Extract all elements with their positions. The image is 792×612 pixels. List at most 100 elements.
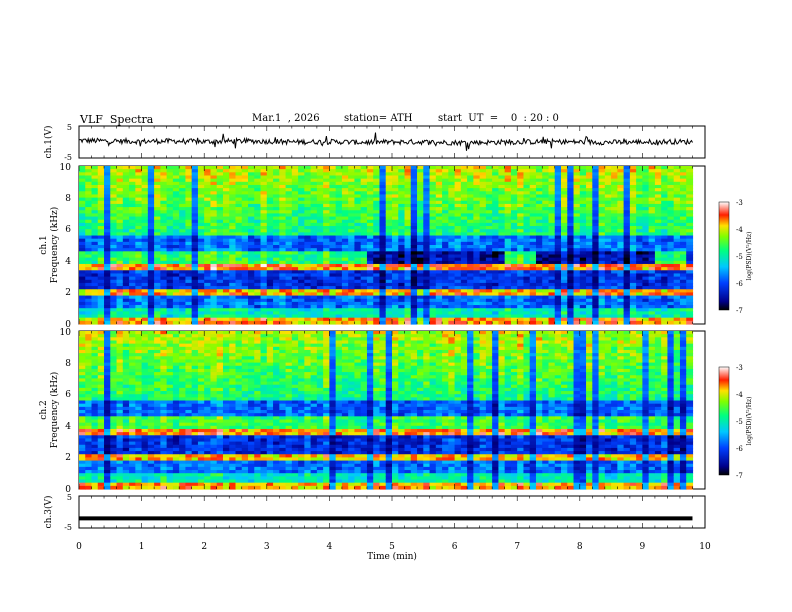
- spectrogram-cell: [285, 229, 293, 233]
- spectrogram-cell: [310, 238, 318, 243]
- spectrogram-cell: [398, 178, 406, 183]
- spectrogram-cell: [648, 235, 656, 240]
- spectrogram-cell: [104, 276, 111, 281]
- spectrogram-cell: [285, 178, 293, 183]
- spectrogram-cell: [473, 263, 481, 268]
- spectrogram-cell: [667, 172, 675, 177]
- spectrogram-cell: [116, 166, 124, 170]
- spectrogram-cell: [473, 289, 481, 293]
- spectrogram-cell: [222, 263, 230, 268]
- spectrogram-cell: [435, 194, 443, 199]
- spectrogram-cell: [586, 279, 593, 284]
- spectrogram-cell: [385, 301, 393, 306]
- spectrogram-cell: [210, 295, 218, 300]
- spectrogram-cell: [79, 235, 86, 240]
- spectrogram-cell: [248, 191, 255, 196]
- spectrogram-cell: [79, 375, 86, 379]
- spectrogram-cell: [316, 222, 324, 227]
- spectrogram-cell: [185, 308, 193, 312]
- spectrogram-cell: [623, 219, 631, 224]
- spectrogram-cell: [366, 191, 374, 196]
- spectrogram-cell: [373, 216, 381, 221]
- spectrogram-cell: [686, 267, 694, 271]
- spectrogram-cell: [254, 232, 262, 237]
- spectrogram-cell: [366, 251, 374, 256]
- spectrogram-cell: [686, 184, 694, 189]
- spectrogram-cell: [116, 320, 124, 325]
- spectrogram-cell: [197, 282, 205, 287]
- spectrogram-cell: [341, 276, 349, 281]
- spectrogram-cell: [423, 210, 431, 214]
- spectrogram-cell: [379, 175, 387, 180]
- spectrogram-cell: [648, 286, 656, 290]
- spectrogram-cell: [204, 191, 212, 196]
- spectrogram-cell: [510, 270, 518, 275]
- spectrogram-cell: [379, 279, 387, 284]
- spectrogram-cell: [316, 169, 324, 173]
- spectrogram-cell: [510, 241, 518, 246]
- spectrogram-cell: [392, 235, 399, 240]
- spectrogram-cell: [122, 191, 130, 196]
- spectrogram-cell: [473, 238, 481, 243]
- spectrogram-cell: [567, 263, 575, 268]
- spectrogram-cell: [341, 238, 349, 243]
- spectrogram-cell: [611, 295, 618, 300]
- spectrogram-cell: [329, 301, 337, 306]
- spectrogram-cell: [154, 263, 161, 268]
- spectrogram-cell: [579, 251, 587, 256]
- spectrogram-cell: [229, 203, 237, 208]
- spectrogram-cell: [485, 226, 493, 230]
- spectrogram-cell: [404, 295, 412, 300]
- spectrogram-cell: [179, 169, 187, 173]
- spectrogram-cell: [485, 216, 493, 221]
- spectrogram-cell: [260, 311, 268, 316]
- spectrogram-cell: [304, 235, 312, 240]
- spectrogram-cell: [373, 251, 381, 256]
- spectrogram-cell: [179, 248, 187, 252]
- spectrogram-cell: [410, 235, 418, 240]
- spectrogram-cell: [85, 292, 93, 297]
- spectrogram-cell: [348, 305, 356, 309]
- spectrogram-cell: [310, 286, 318, 290]
- spectrogram-cell: [266, 222, 274, 227]
- spectrogram-cell: [561, 248, 568, 252]
- spectrogram-cell: [404, 194, 412, 199]
- spectrogram-cell: [548, 203, 556, 208]
- spectrogram-cell: [629, 248, 637, 252]
- spectrogram-cell: [341, 292, 349, 297]
- spectrogram-cell: [185, 213, 193, 218]
- spectrogram-cell: [429, 301, 437, 306]
- spectrogram-cell: [197, 301, 205, 306]
- spectrogram-cell: [604, 289, 612, 293]
- spectrogram-cell: [147, 263, 155, 268]
- spectrogram-cell: [279, 245, 287, 249]
- spectrogram-cell: [341, 194, 349, 199]
- spectrogram-cell: [548, 301, 556, 306]
- spectrogram-cell: [360, 169, 368, 173]
- spectrogram-cell: [191, 191, 199, 196]
- spectrogram-cell: [79, 479, 86, 484]
- spectrogram-cell: [392, 311, 399, 316]
- spectrogram-cell: [222, 207, 230, 211]
- spectrogram-cell: [379, 229, 387, 233]
- spectrogram-cell: [273, 213, 280, 218]
- spectrogram-cell: [392, 172, 399, 177]
- spectrogram-cell: [85, 188, 93, 192]
- spectrogram-cell: [329, 219, 337, 224]
- spectrogram-cell: [498, 260, 506, 265]
- spectrogram-cell: [248, 241, 255, 246]
- spectrogram-cell: [592, 166, 600, 170]
- spectrogram-cell: [642, 169, 650, 173]
- spectrogram-cell: [298, 282, 305, 287]
- spectrogram-cell: [410, 279, 418, 284]
- spectrogram-cell: [129, 232, 136, 237]
- spectrogram-cell: [523, 260, 531, 265]
- spectrogram-cell: [185, 314, 193, 319]
- spectrogram-cell: [366, 229, 374, 233]
- spectrogram-cell: [579, 260, 587, 265]
- spectrogram-cell: [373, 219, 381, 224]
- spectrogram-cell: [241, 270, 249, 275]
- spectrogram-cell: [172, 213, 180, 218]
- spectrogram-cell: [460, 188, 468, 192]
- spectrogram-cell: [116, 263, 124, 268]
